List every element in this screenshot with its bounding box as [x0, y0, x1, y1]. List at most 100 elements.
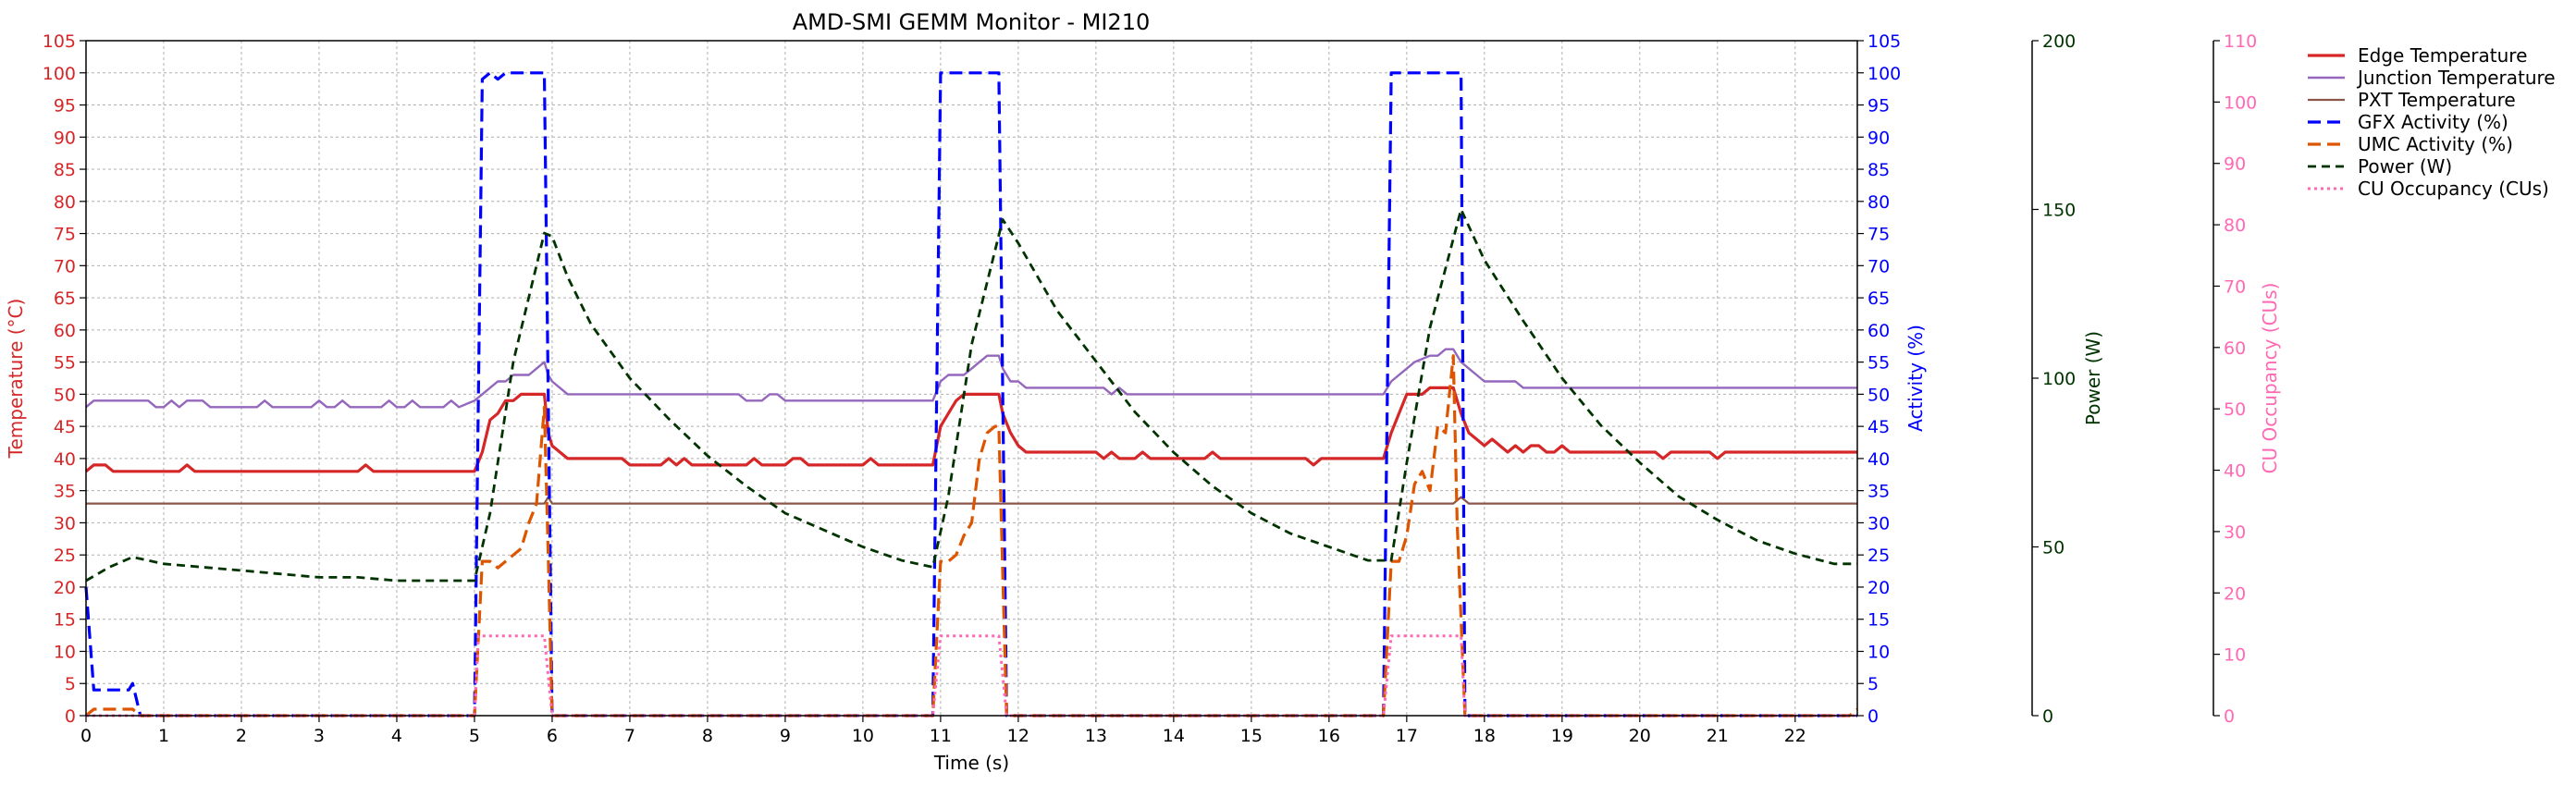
y-tick-label-activity: 45 [1867, 417, 1890, 437]
x-tick-label: 17 [1396, 726, 1418, 746]
series-line-4 [84, 354, 1859, 718]
y-tick-label-cu: 50 [2224, 399, 2246, 420]
y-tick-label-cu: 70 [2224, 276, 2246, 297]
series-line-3 [84, 71, 1857, 718]
y-tick-label-temp: 55 [54, 353, 76, 374]
y-tick-label-temp: 85 [54, 160, 76, 180]
legend-label-0: Edge Temperature [2358, 44, 2527, 67]
y-tick-label-temp: 75 [54, 225, 76, 245]
x-tick-label: 5 [469, 726, 480, 746]
y-tick-label-cu: 30 [2224, 522, 2246, 543]
x-tick-label: 11 [930, 726, 952, 746]
y-tick-label-temp: 10 [54, 642, 76, 662]
y-tick-label-activity: 20 [1867, 578, 1890, 598]
x-tick-label: 13 [1085, 726, 1107, 746]
x-tick-label: 3 [314, 726, 325, 746]
x-tick-label: 4 [391, 726, 402, 746]
y-tick-label-temp: 65 [54, 288, 76, 309]
series-line-1 [85, 348, 1857, 409]
legend-label-3: GFX Activity (%) [2358, 111, 2508, 133]
y-tick-label-activity: 40 [1867, 449, 1890, 470]
x-axis-label: Time (s) [933, 752, 1009, 774]
series-line-6 [86, 634, 1857, 718]
y-tick-label-cu: 80 [2224, 215, 2246, 236]
y-tick-label-activity: 75 [1867, 225, 1890, 245]
y-tick-label-activity: 35 [1867, 482, 1890, 502]
y-tick-label-temp: 5 [65, 674, 76, 694]
y-tick-label-cu: 0 [2224, 706, 2235, 727]
y-tick-label-temp: 35 [54, 482, 76, 502]
legend-label-2: PXT Temperature [2358, 89, 2516, 111]
y-axis-label-temp: Temperature (°C) [5, 299, 27, 460]
y-tick-label-activity: 30 [1867, 513, 1890, 534]
legend-label-4: UMC Activity (%) [2358, 133, 2513, 155]
y-tick-label-temp: 100 [43, 64, 76, 84]
x-tick-label: 7 [624, 726, 635, 746]
y-tick-label-temp: 0 [65, 706, 76, 727]
x-tick-label: 1 [158, 726, 169, 746]
y-tick-label-temp: 25 [54, 546, 76, 566]
y-tick-label-power: 0 [2042, 706, 2053, 727]
y-tick-label-cu: 110 [2224, 31, 2257, 52]
y-tick-label-temp: 70 [54, 256, 76, 276]
y-tick-label-temp: 95 [54, 96, 76, 117]
y-tick-label-temp: 50 [54, 385, 76, 405]
x-tick-label: 12 [1007, 726, 1029, 746]
y-tick-label-activity: 60 [1867, 321, 1890, 341]
y-tick-label-temp: 45 [54, 417, 76, 437]
x-tick-label: 15 [1240, 726, 1263, 746]
legend-label-1: Junction Temperature [2356, 67, 2556, 89]
y-tick-label-temp: 90 [54, 128, 76, 148]
chart-title: AMD-SMI GEMM Monitor - MI210 [793, 9, 1150, 35]
x-tick-label: 14 [1163, 726, 1185, 746]
y-tick-label-power: 200 [2042, 31, 2076, 52]
x-tick-label: 19 [1551, 726, 1573, 746]
y-tick-label-activity: 65 [1867, 288, 1890, 309]
plot-series [84, 71, 1859, 718]
y-tick-label-power: 50 [2042, 538, 2064, 558]
y-tick-label-temp: 20 [54, 578, 76, 598]
y-tick-label-activity: 50 [1867, 385, 1890, 405]
x-tick-label: 8 [702, 726, 713, 746]
x-tick-label: 20 [1629, 726, 1651, 746]
y-tick-label-temp: 40 [54, 449, 76, 470]
y-tick-label-activity: 95 [1867, 96, 1890, 117]
y-tick-label-activity: 100 [1867, 64, 1901, 84]
legend-label-6: CU Occupancy (CUs) [2358, 178, 2549, 200]
y-tick-label-temp: 60 [54, 321, 76, 341]
y-tick-label-activity: 25 [1867, 546, 1890, 566]
series-line-2 [86, 496, 1857, 505]
y-tick-label-activity: 0 [1867, 706, 1879, 727]
x-tick-label: 2 [236, 726, 247, 746]
y-tick-label-activity: 105 [1867, 31, 1901, 52]
y-tick-label-activity: 5 [1867, 674, 1879, 694]
y-tick-label-cu: 10 [2224, 645, 2246, 666]
y-tick-label-cu: 100 [2224, 92, 2257, 113]
y-tick-label-activity: 15 [1867, 610, 1890, 631]
y-axis-label-activity: Activity (%) [1904, 325, 1927, 432]
y-tick-label-temp: 80 [54, 192, 76, 213]
y-tick-label-activity: 80 [1867, 192, 1890, 213]
x-tick-label: 16 [1318, 726, 1340, 746]
x-tick-label: 0 [80, 726, 92, 746]
y-tick-label-power: 150 [2042, 201, 2076, 221]
y-tick-label-activity: 55 [1867, 353, 1890, 374]
y-axis-label-cu: CU Occupancy (CUs) [2259, 283, 2281, 474]
x-tick-label: 21 [1707, 726, 1729, 746]
y-tick-label-temp: 30 [54, 513, 76, 534]
y-tick-label-cu: 40 [2224, 461, 2246, 482]
y-tick-label-temp: 105 [43, 31, 76, 52]
y-tick-label-activity: 70 [1867, 256, 1890, 276]
y-tick-label-temp: 15 [54, 610, 76, 631]
x-tick-label: 9 [780, 726, 791, 746]
y-tick-label-power: 100 [2042, 369, 2076, 389]
grid [85, 40, 1857, 717]
y-tick-label-activity: 85 [1867, 160, 1890, 180]
y-axis-label-power: Power (W) [2082, 331, 2104, 425]
x-tick-label: 22 [1784, 726, 1806, 746]
legend-label-5: Power (W) [2358, 155, 2452, 178]
x-tick-label: 6 [547, 726, 558, 746]
y-tick-label-cu: 60 [2224, 338, 2246, 359]
